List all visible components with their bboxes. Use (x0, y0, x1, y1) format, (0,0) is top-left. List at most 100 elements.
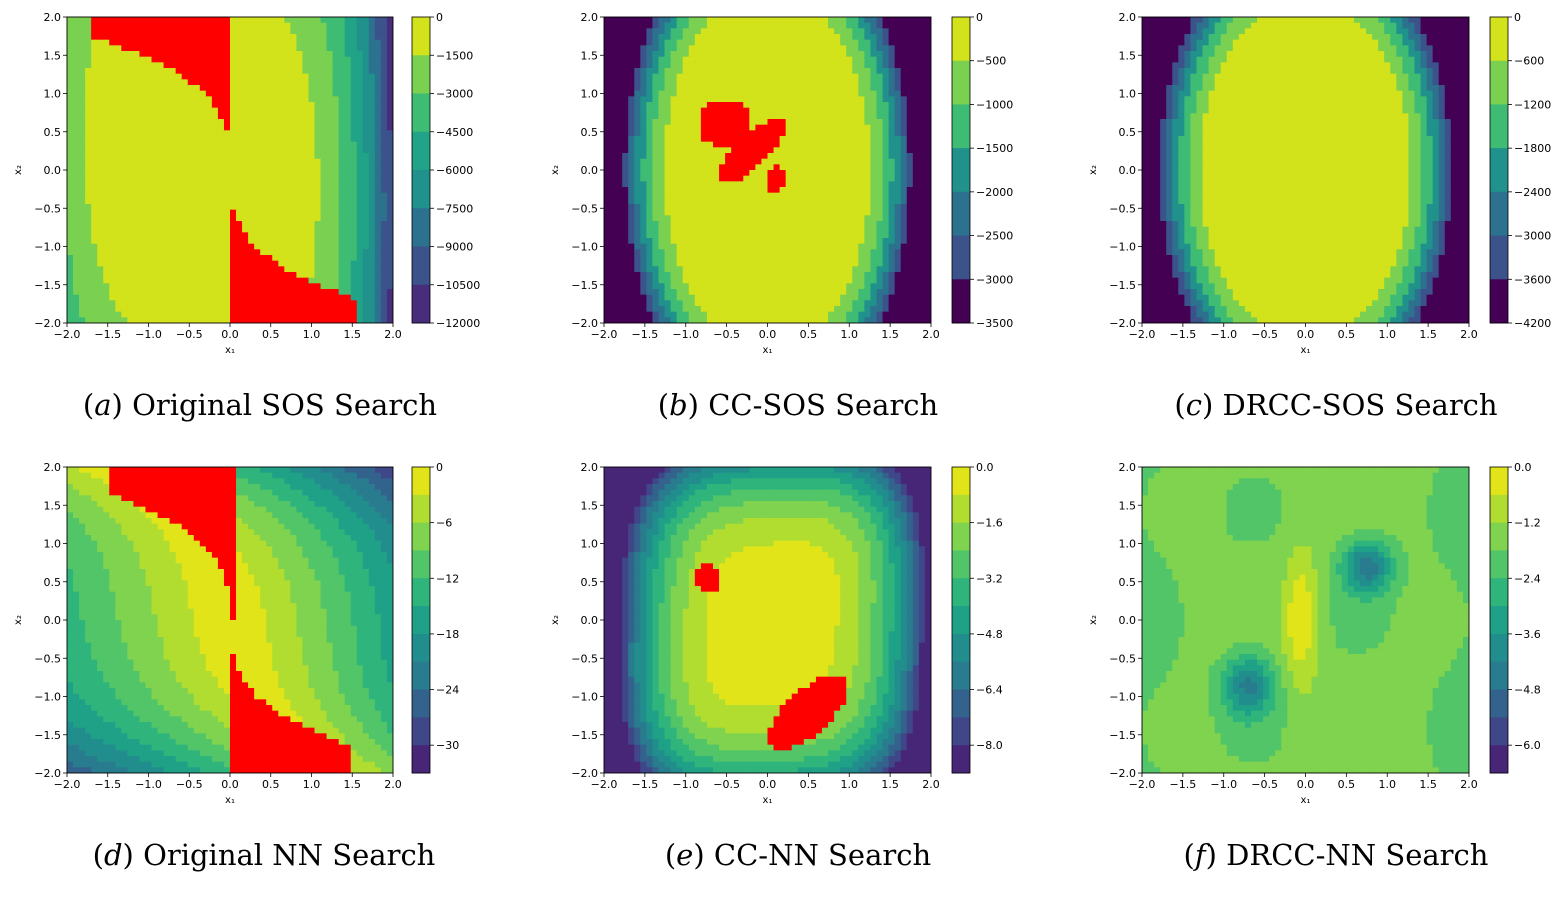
contour-cell (749, 34, 756, 41)
contour-cell (737, 102, 744, 109)
contour-cell (815, 187, 823, 194)
contour-cell (725, 260, 732, 267)
contour-cell (85, 130, 92, 137)
contour-cell (79, 96, 86, 103)
contour-cell (278, 164, 285, 171)
contour-cell (326, 249, 334, 256)
contour-cell (676, 272, 684, 279)
contour-cell (320, 124, 328, 131)
contour-cell (266, 158, 273, 165)
contour-cell (610, 34, 617, 41)
contour-cell (308, 232, 316, 239)
contour-cell (652, 34, 660, 41)
contour-cell (386, 311, 393, 318)
contour-cell (791, 51, 799, 58)
contour-cell (308, 102, 316, 109)
contour-cell (236, 221, 243, 228)
contour-cell (115, 289, 122, 296)
contour-cell (713, 221, 720, 228)
contour-cell (386, 85, 393, 92)
contour-cell (658, 17, 666, 24)
contour-cell (676, 34, 684, 41)
contour-cell (302, 232, 310, 239)
contour-cell (254, 311, 261, 318)
contour-cell (169, 187, 177, 194)
contour-cell (725, 306, 732, 313)
contour-cell (254, 243, 261, 250)
contour-cell (151, 130, 159, 137)
contour-cell (302, 209, 310, 216)
contour-cell (731, 45, 738, 52)
contour-cell (706, 164, 714, 171)
contour-cell (374, 226, 382, 233)
contour-cell (272, 22, 279, 29)
contour-cell (356, 289, 364, 296)
contour-cell (326, 45, 334, 52)
contour-cell (121, 164, 128, 171)
contour-cell (175, 243, 183, 250)
contour-cell (628, 79, 635, 86)
contour-cell (700, 192, 708, 199)
contour-cell (749, 22, 756, 29)
contour-cell (658, 130, 666, 137)
contour-cell (338, 181, 346, 188)
contour-cell (640, 62, 647, 69)
contour-cell (254, 306, 261, 313)
contour-cell (115, 56, 122, 63)
contour-cell (187, 260, 195, 267)
contour-cell (706, 113, 714, 120)
contour-cell (67, 79, 74, 86)
contour-cell (326, 113, 334, 120)
contour-cell (652, 175, 660, 182)
contour-cell (157, 62, 165, 69)
contour-cell (640, 119, 647, 126)
contour-cell (290, 175, 298, 182)
contour-cell (610, 85, 617, 92)
contour-cell (145, 68, 153, 75)
contour-cell (785, 124, 793, 131)
contour-cell (725, 28, 732, 35)
contour-cell (199, 198, 207, 205)
contour-cell (688, 62, 696, 69)
contour-cell (308, 141, 316, 148)
contour-cell (290, 311, 298, 318)
contour-cell (236, 147, 243, 154)
contour-cell (731, 136, 738, 143)
contour-cell (242, 181, 249, 188)
contour-cell (260, 260, 267, 267)
contour-cell (344, 141, 352, 148)
contour-cell (374, 243, 382, 250)
contour-cell (290, 306, 298, 313)
contour-cell (254, 289, 261, 296)
contour-cell (706, 204, 714, 211)
x-tick-label: −1.0 (135, 328, 162, 341)
contour-cell (628, 249, 635, 256)
contour-cell (248, 249, 255, 256)
contour-cell (338, 277, 346, 284)
contour-cell (368, 226, 376, 233)
contour-cell (731, 73, 738, 80)
contour-cell (634, 62, 641, 69)
contour-cell (266, 28, 273, 35)
contour-cell (193, 17, 201, 24)
contour-cell (368, 243, 376, 250)
contour-cell (199, 107, 207, 114)
contour-cell (103, 249, 110, 256)
contour-cell (169, 260, 177, 267)
contour-cell (157, 187, 165, 194)
contour-cell (356, 209, 364, 216)
contour-cell (664, 124, 672, 131)
contour-cell (362, 119, 370, 126)
contour-cell (326, 68, 334, 75)
contour-cell (290, 198, 298, 205)
contour-cell (386, 79, 393, 86)
contour-cell (713, 136, 720, 143)
contour-cell (326, 96, 334, 103)
contour-cell (326, 22, 334, 29)
contour-cell (115, 238, 122, 245)
contour-cell (296, 181, 304, 188)
contour-cell (604, 209, 611, 216)
contour-cell (121, 45, 128, 52)
contour-cell (236, 181, 243, 188)
contour-cell (67, 272, 74, 279)
